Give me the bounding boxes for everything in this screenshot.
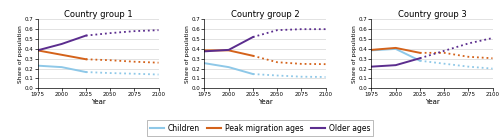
X-axis label: Year: Year (90, 99, 106, 105)
Legend: Children, Peak migration ages, Older ages: Children, Peak migration ages, Older age… (147, 120, 373, 136)
Title: Country group 1: Country group 1 (64, 10, 132, 18)
X-axis label: Year: Year (424, 99, 440, 105)
Y-axis label: Share of population: Share of population (185, 25, 190, 83)
Title: Country group 2: Country group 2 (230, 10, 300, 18)
X-axis label: Year: Year (258, 99, 272, 105)
Y-axis label: Share of population: Share of population (352, 25, 357, 83)
Y-axis label: Share of population: Share of population (18, 25, 23, 83)
Title: Country group 3: Country group 3 (398, 10, 466, 18)
